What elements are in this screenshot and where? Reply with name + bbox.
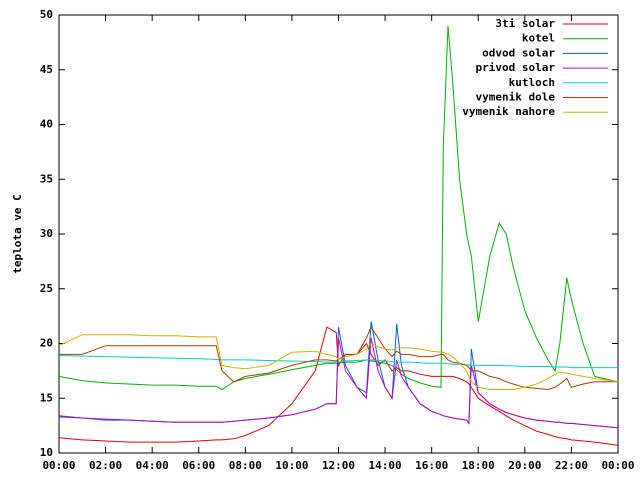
y-axis-label: teplota ve C <box>11 194 24 273</box>
x-tick-label: 04:00 <box>136 459 169 472</box>
legend-label: privod solar <box>476 61 556 74</box>
x-tick-label: 10:00 <box>275 459 308 472</box>
y-tick-label: 30 <box>40 227 53 240</box>
y-tick-label: 15 <box>40 391 53 404</box>
legend-label: 3ti solar <box>495 17 555 30</box>
x-tick-label: 12:00 <box>322 459 355 472</box>
x-tick-label: 18:00 <box>462 459 495 472</box>
legend-label: kutloch <box>509 76 555 89</box>
x-tick-label: 06:00 <box>182 459 215 472</box>
series-line <box>58 321 619 429</box>
x-tick-label: 00:00 <box>601 459 634 472</box>
y-tick-label: 50 <box>40 8 53 21</box>
x-tick-label: 08:00 <box>229 459 262 472</box>
y-tick-label: 20 <box>40 337 53 350</box>
series-line <box>58 326 619 446</box>
x-tick-label: 16:00 <box>415 459 448 472</box>
legend-label: kotel <box>522 32 555 45</box>
y-tick-label: 25 <box>40 282 53 295</box>
series-line <box>59 326 618 391</box>
x-tick-label: 02:00 <box>89 459 122 472</box>
y-tick-label: 35 <box>40 172 53 185</box>
x-tick-label: 14:00 <box>369 459 402 472</box>
x-tick-label: 22:00 <box>555 459 588 472</box>
legend-label: odvod solar <box>482 46 555 59</box>
series-line <box>58 337 619 429</box>
plot-frame <box>58 14 619 454</box>
y-tick-label: 40 <box>40 118 53 131</box>
x-tick-label: 20:00 <box>508 459 541 472</box>
legend-label: vymenik dole <box>476 91 556 104</box>
series-line <box>58 355 618 369</box>
y-tick-label: 10 <box>40 446 53 459</box>
y-tick-label: 45 <box>40 63 53 76</box>
series-line <box>58 334 619 390</box>
legend-label: vymenik nahore <box>462 105 555 118</box>
x-tick-label: 00:00 <box>42 459 75 472</box>
